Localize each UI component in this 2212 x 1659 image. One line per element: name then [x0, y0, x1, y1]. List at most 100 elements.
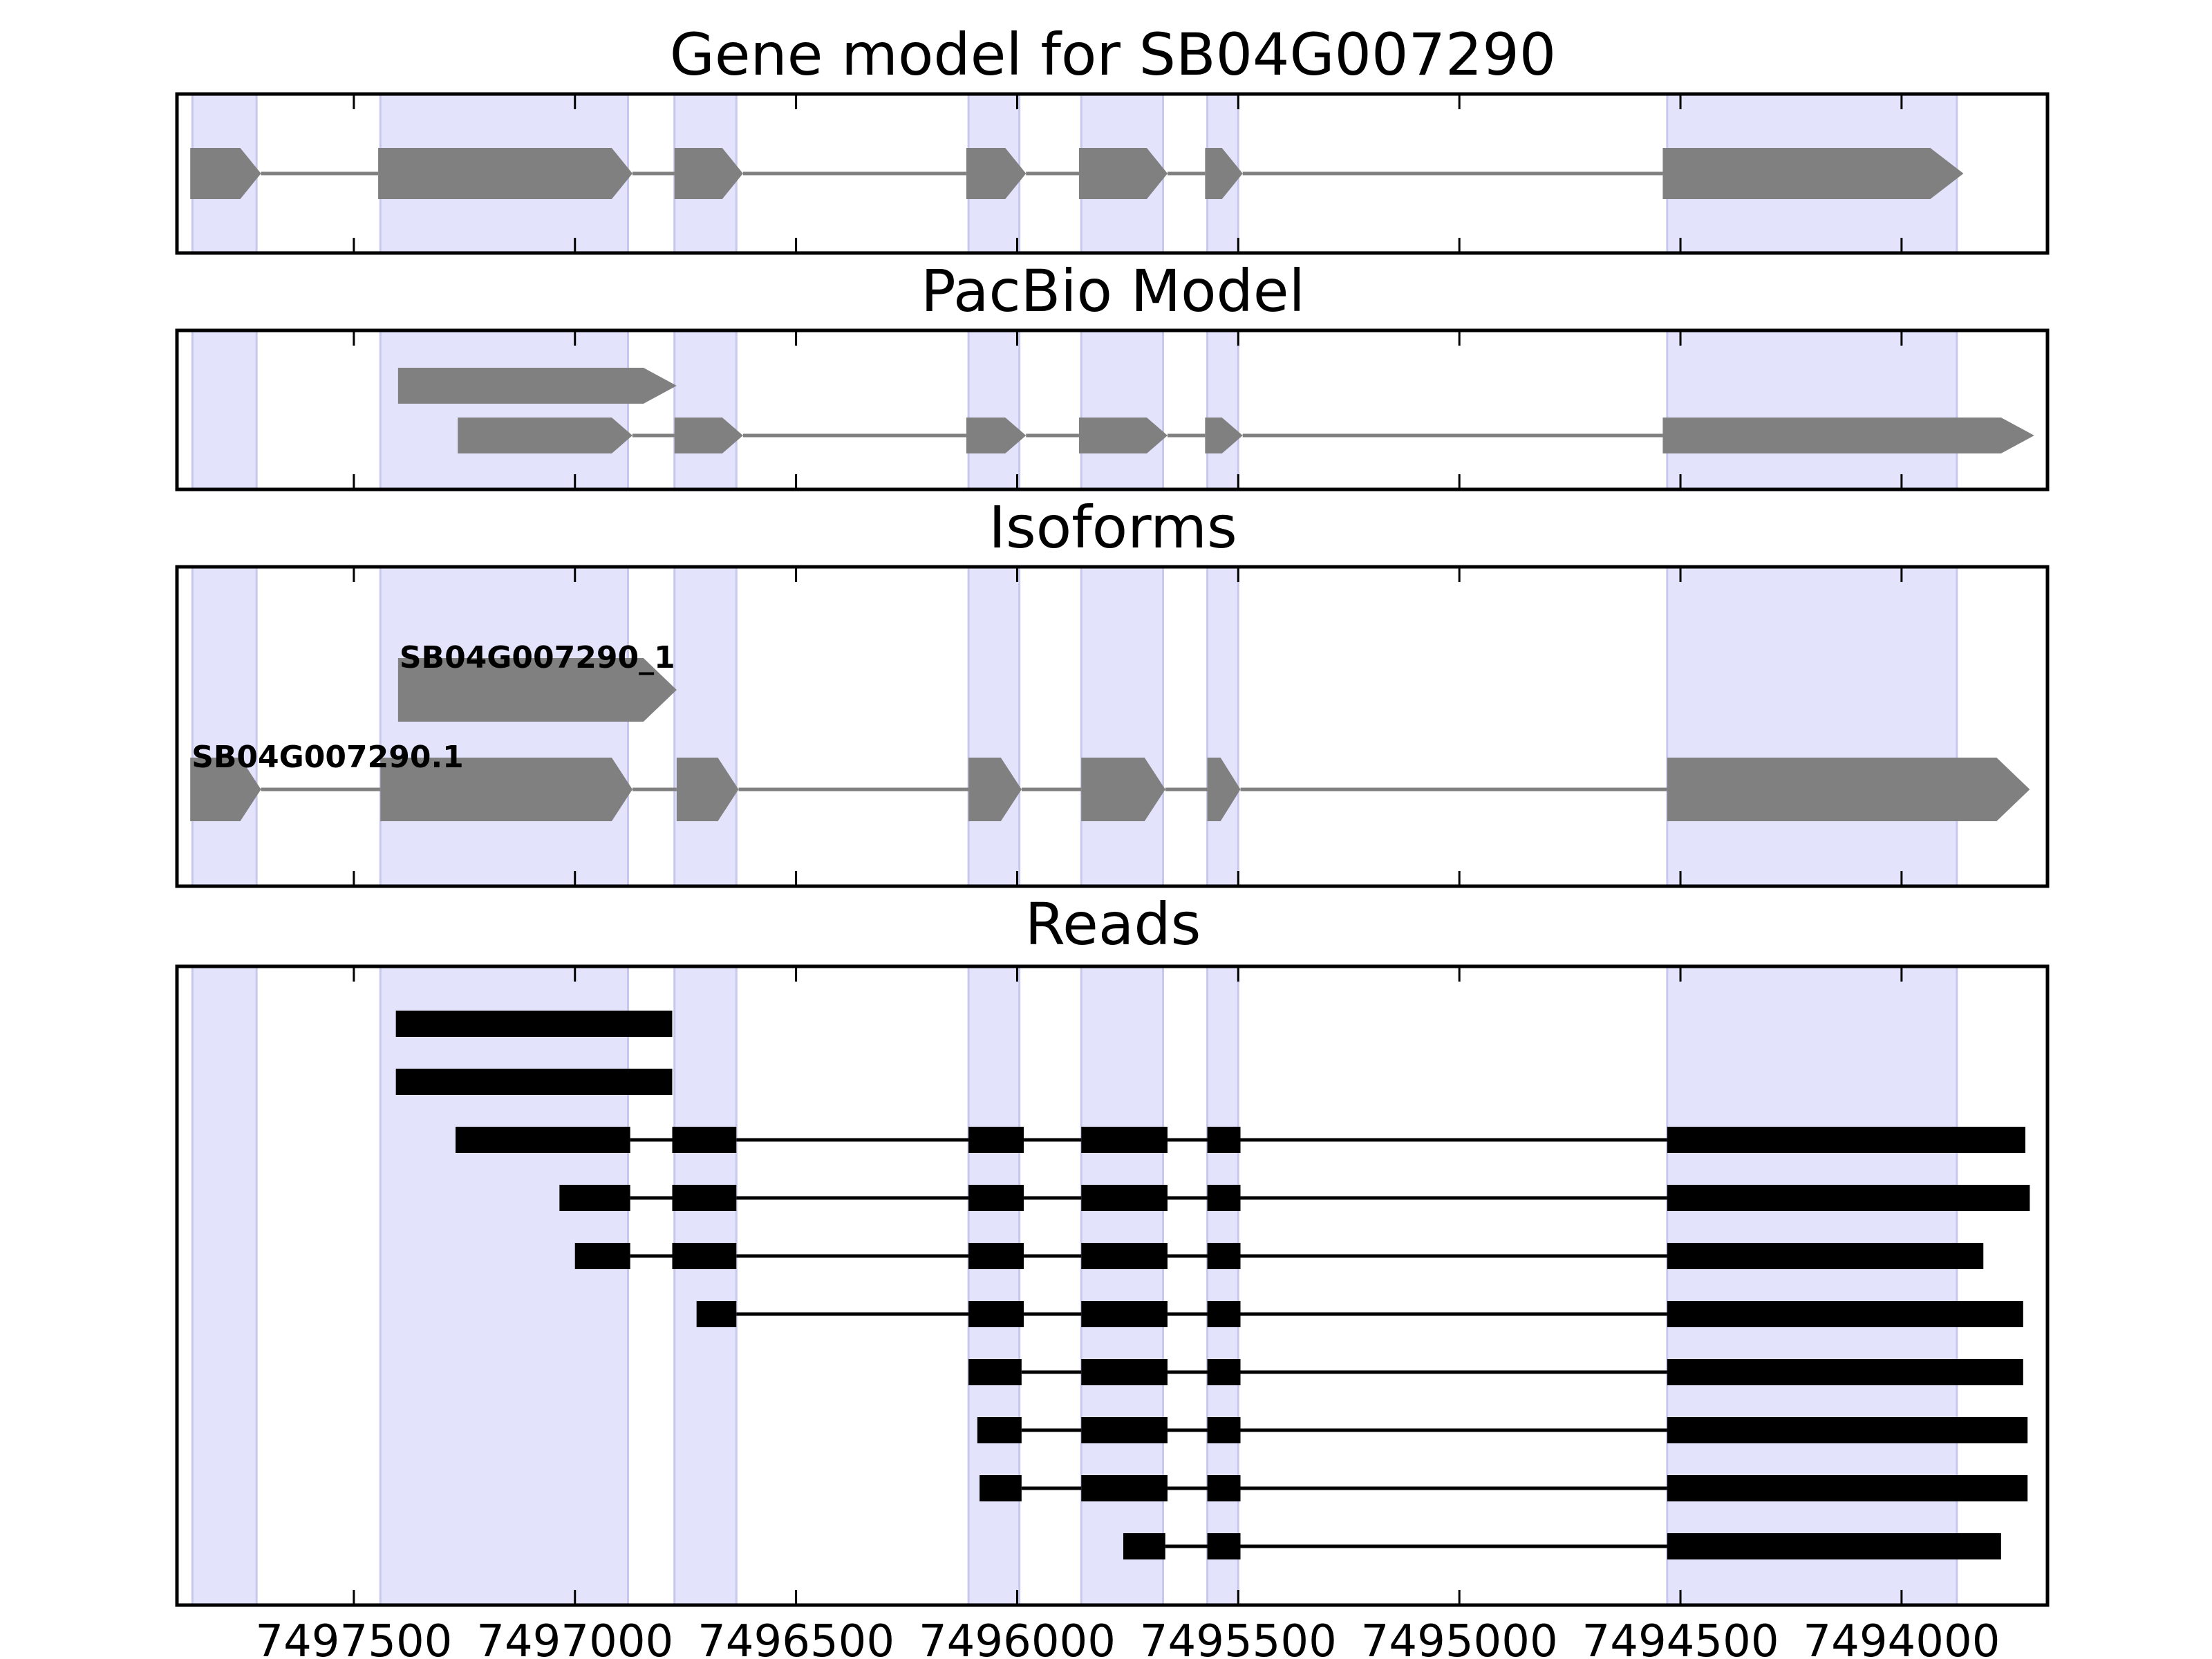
gene-model-tracks	[190, 148, 1964, 199]
exon-block	[1667, 758, 2030, 821]
read-block	[1667, 1185, 2030, 1211]
read-block	[1081, 1243, 1168, 1269]
exon-highlight-band	[1666, 329, 1958, 491]
exon-highlight-band	[673, 965, 738, 1606]
exon-block	[674, 148, 743, 199]
read-block	[559, 1185, 630, 1211]
read-block	[1207, 1533, 1241, 1559]
read-block	[968, 1243, 1024, 1269]
x-tick-label: 7496500	[697, 1616, 894, 1659]
read-block	[1667, 1127, 2026, 1153]
exon-highlight-bands	[191, 329, 1958, 491]
exon-highlight-band	[673, 329, 738, 491]
read-block	[574, 1243, 630, 1269]
isoforms-panel: Isoforms SB04G007290_1 SB04G007290.1	[175, 494, 2050, 888]
isoform-label: SB04G007290_1	[400, 640, 675, 675]
read-block	[1081, 1475, 1168, 1501]
exon-block	[190, 148, 261, 199]
read-block	[1667, 1533, 2001, 1559]
x-tick-label: 7495000	[1361, 1616, 1558, 1659]
exon-block	[397, 658, 677, 722]
read-block	[1081, 1185, 1168, 1211]
exon-block	[966, 148, 1027, 199]
isoforms-ticks	[353, 567, 1903, 886]
exon-highlight-band	[673, 565, 738, 888]
reads-tracks	[395, 1011, 2030, 1559]
read-block	[395, 1011, 673, 1037]
isoform-label: SB04G007290.1	[191, 740, 464, 775]
exon-highlight-band	[1206, 965, 1239, 1606]
read-block	[672, 1185, 737, 1211]
reads-ticks	[353, 966, 1903, 1605]
x-tick-label: 7495500	[1140, 1616, 1337, 1659]
exon-highlight-band	[379, 329, 630, 491]
x-axis-tick-labels: 7497500 7497000 7496500 7496000 7495500 74950…	[255, 1616, 2000, 1659]
exon-highlight-band	[1666, 565, 1958, 888]
read-block	[977, 1417, 1022, 1443]
exon-highlight-band	[379, 565, 630, 888]
read-block	[1667, 1243, 1984, 1269]
isoforms-title: Isoforms	[988, 494, 1237, 561]
reads-title: Reads	[1025, 890, 1201, 958]
read-block	[696, 1301, 737, 1327]
exon-highlight-band	[1080, 965, 1165, 1606]
read-block	[1667, 1359, 2023, 1385]
x-tick-label: 7494000	[1803, 1616, 2000, 1659]
gene-model-panel: Gene model for SB04G007290	[175, 21, 2050, 255]
exon-block	[1081, 758, 1165, 821]
read-block	[1207, 1417, 1241, 1443]
exon-highlight-band	[1206, 565, 1239, 888]
exon-block	[380, 758, 632, 821]
exon-block	[1207, 758, 1241, 821]
isoform-labels: SB04G007290_1 SB04G007290.1	[191, 640, 675, 775]
read-block	[968, 1127, 1024, 1153]
read-block	[968, 1359, 1022, 1385]
pacbio-model-tracks	[397, 368, 2034, 453]
isoforms-tracks	[190, 658, 2030, 821]
exon-block	[458, 418, 632, 453]
exon-block	[397, 368, 677, 404]
exon-block	[378, 148, 632, 199]
read-block	[1123, 1533, 1165, 1559]
exon-highlight-band	[967, 965, 1021, 1606]
exon-block	[190, 758, 261, 821]
read-block	[1081, 1127, 1168, 1153]
read-block	[980, 1475, 1022, 1501]
read-block	[1667, 1301, 2023, 1327]
exon-highlight-band	[191, 329, 258, 491]
read-block	[1081, 1417, 1168, 1443]
read-block	[1207, 1301, 1241, 1327]
read-block	[1207, 1475, 1241, 1501]
read-block	[968, 1185, 1024, 1211]
exon-highlight-band	[191, 565, 258, 888]
read-block	[1207, 1359, 1241, 1385]
pacbio-model-ticks	[353, 330, 1903, 489]
exon-block	[1662, 418, 2034, 453]
gene-model-ticks	[353, 94, 1903, 253]
pacbio-model-title: PacBio Model	[921, 257, 1305, 325]
exon-highlight-band	[967, 329, 1021, 491]
read-block	[968, 1301, 1024, 1327]
exon-block	[674, 418, 743, 453]
exon-block	[968, 758, 1022, 821]
pacbio-model-frame	[175, 328, 2050, 491]
read-block	[1667, 1475, 2028, 1501]
exon-highlight-band	[1080, 565, 1165, 888]
x-tick-label: 7496000	[919, 1616, 1116, 1659]
exon-highlight-band	[379, 965, 630, 1606]
read-block	[1667, 1417, 2028, 1443]
exon-block	[1205, 148, 1243, 199]
reads-frame	[175, 964, 2050, 1607]
read-block	[1207, 1127, 1241, 1153]
reads-panel: Reads 7497500 7497000 7496500 7496000 749550…	[175, 890, 2050, 1659]
read-block	[395, 1069, 673, 1095]
exon-highlight-band	[1206, 329, 1239, 491]
exon-highlight-band	[191, 965, 258, 1606]
read-block	[672, 1127, 737, 1153]
exon-highlight-band	[1080, 329, 1165, 491]
x-tick-label: 7494500	[1582, 1616, 1779, 1659]
exon-highlight-band	[967, 565, 1021, 888]
read-block	[1207, 1185, 1241, 1211]
exon-block	[966, 418, 1027, 453]
